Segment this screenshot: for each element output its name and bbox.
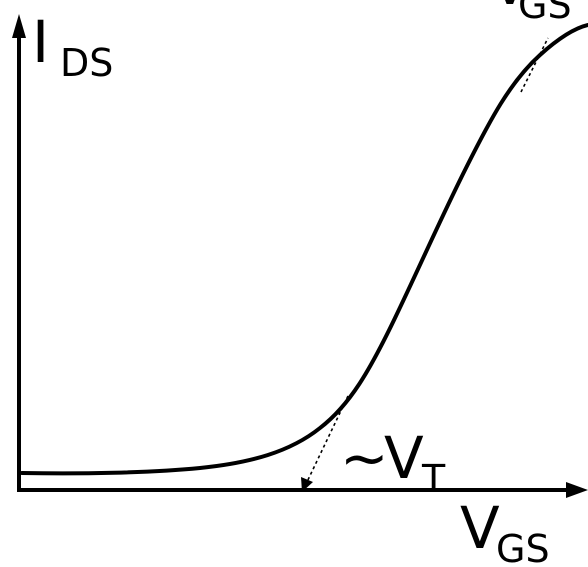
x-axis-label-sub: GS <box>496 527 550 567</box>
threshold-label: ~ V T <box>340 424 446 501</box>
threshold-tangent-line <box>305 395 349 485</box>
y-axis-label-main: I <box>32 8 49 76</box>
upper-tangent-line <box>520 37 549 93</box>
top-right-label-sub: GS <box>518 0 572 27</box>
threshold-tangent-arrowhead <box>301 477 313 492</box>
threshold-label-main: V <box>384 424 424 492</box>
y-axis-label: I DS <box>32 8 113 85</box>
x-axis-label-main: V <box>460 494 500 562</box>
top-right-label-main: V <box>490 0 530 18</box>
y-axis-label-sub: DS <box>60 41 113 85</box>
x-axis-arrowhead <box>566 482 588 498</box>
threshold-label-sub: T <box>421 457 446 501</box>
transfer-curve <box>20 23 588 476</box>
top-right-label: V GS <box>490 0 572 27</box>
x-axis-label: V GS <box>460 494 550 567</box>
threshold-label-prefix: ~ <box>340 424 389 492</box>
y-axis-arrowhead <box>12 14 26 38</box>
